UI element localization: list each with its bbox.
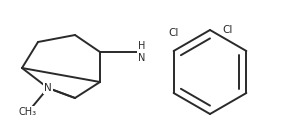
Text: CH₃: CH₃ <box>19 107 37 117</box>
Text: Cl: Cl <box>223 25 233 35</box>
Text: H
N: H N <box>138 41 145 63</box>
Text: Cl: Cl <box>168 28 179 38</box>
Text: N: N <box>44 83 52 93</box>
